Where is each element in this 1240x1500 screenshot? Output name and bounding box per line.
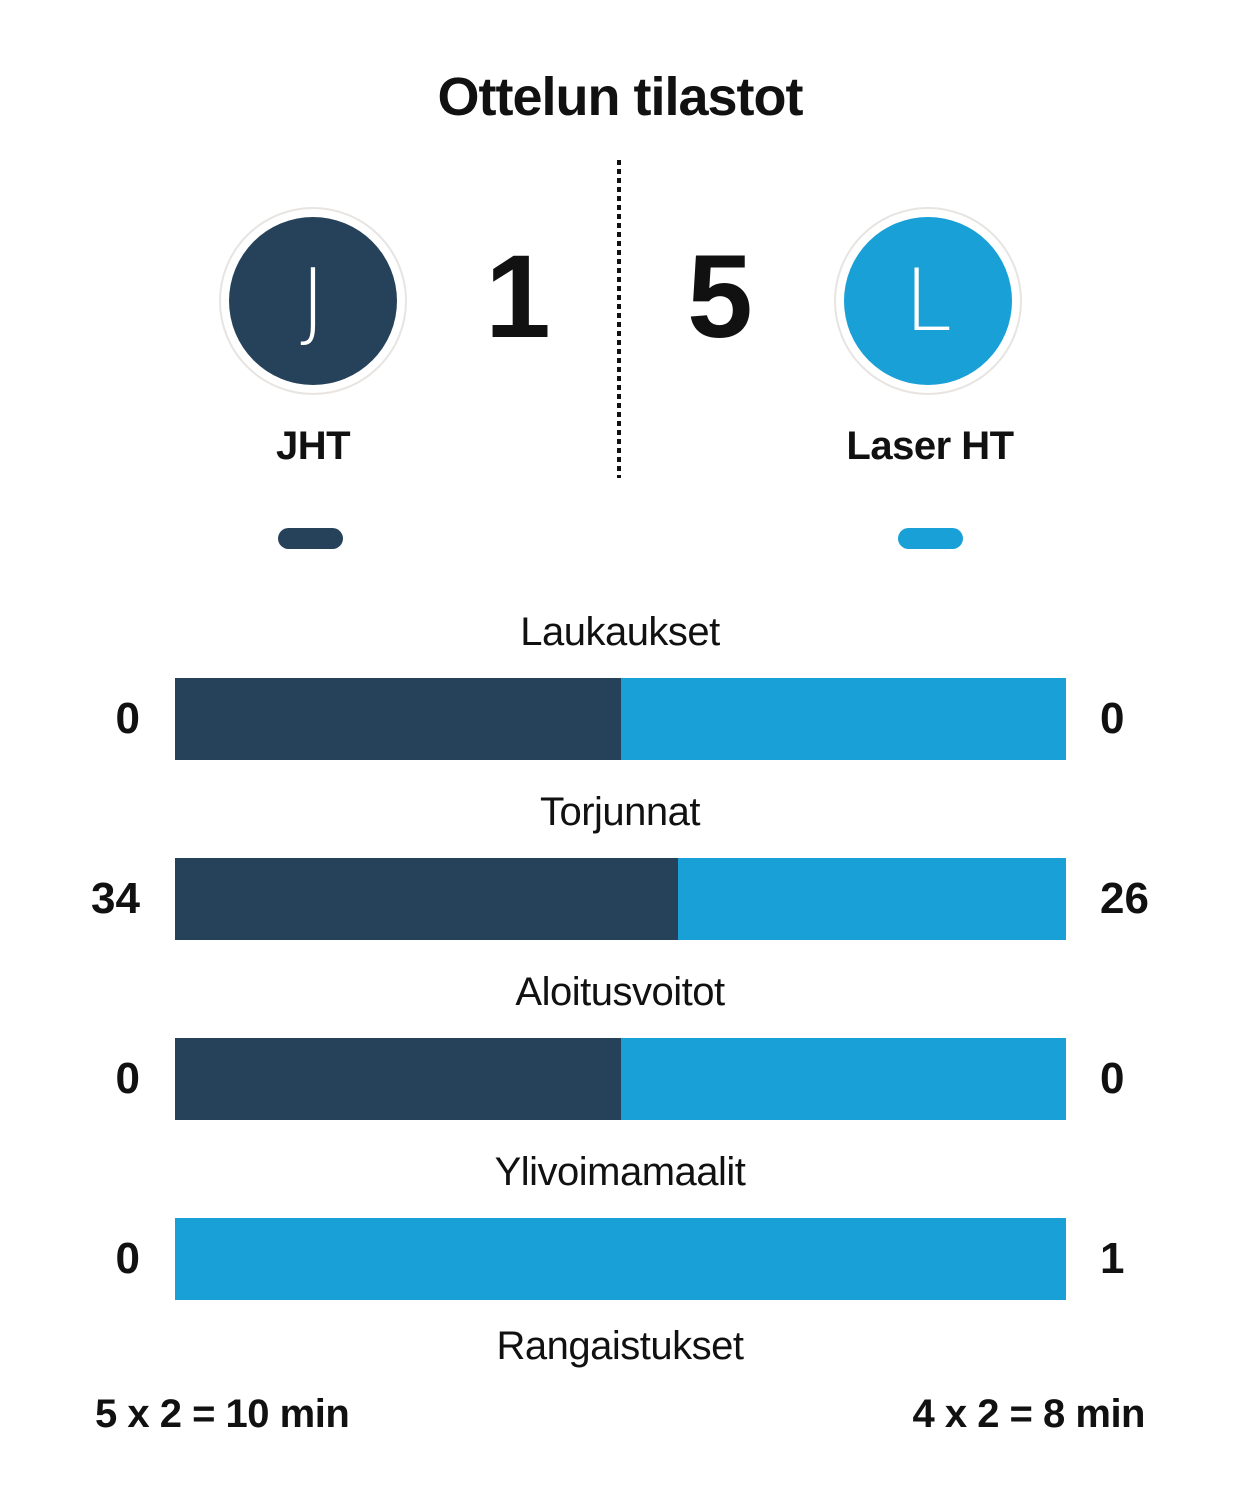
stat-bar-home-segment <box>175 678 621 760</box>
away-penalties: 4 x 2 = 8 min <box>912 1392 1145 1436</box>
away-color-swatch <box>898 528 963 549</box>
dotted-divider <box>617 160 621 478</box>
stat-label-torjunnat: Torjunnat <box>539 790 701 834</box>
stat-away-value: 26 <box>1100 874 1149 923</box>
stat-bar-ylivoimamaalit <box>175 1218 1066 1300</box>
away-team-initial: L <box>904 251 952 351</box>
stat-bar-laukaukset <box>175 678 1066 760</box>
home-penalties: 5 x 2 = 10 min <box>95 1392 350 1436</box>
page-title: Ottelun tilastot <box>437 67 804 127</box>
stat-away-value: 1 <box>1100 1234 1125 1283</box>
stat-bar-home-segment <box>175 858 679 940</box>
stat-bar-home-segment <box>175 1038 621 1120</box>
home-team-badge-disc: J <box>229 217 397 385</box>
away-score: 5 <box>687 231 753 363</box>
stat-bar-aloitusvoitot <box>175 1038 1066 1120</box>
stat-home-value: 0 <box>115 1054 140 1103</box>
away-team-badge-disc: L <box>844 217 1012 385</box>
stat-away-value: 0 <box>1100 694 1125 743</box>
stat-home-value: 0 <box>115 694 140 743</box>
home-team-badge: J <box>219 207 407 395</box>
stat-away-value: 0 <box>1100 1054 1125 1103</box>
stat-label-ylivoimamaalit: Ylivoimamaalit <box>494 1150 746 1194</box>
away-team-name: Laser HT <box>846 424 1014 468</box>
stat-home-value: 0 <box>115 1234 140 1283</box>
home-team-initial: J <box>300 251 326 351</box>
home-team-name: JHT <box>275 424 351 468</box>
stat-label-laukaukset: Laukaukset <box>520 610 720 654</box>
stat-home-value: 34 <box>91 874 140 923</box>
home-color-swatch <box>278 528 343 549</box>
home-score: 1 <box>485 231 551 363</box>
away-team-badge: L <box>834 207 1022 395</box>
stat-label-rangaistukset: Rangaistukset <box>496 1324 744 1368</box>
stat-label-aloitusvoitot: Aloitusvoitot <box>515 970 725 1014</box>
stat-bar-torjunnat <box>175 858 1066 940</box>
